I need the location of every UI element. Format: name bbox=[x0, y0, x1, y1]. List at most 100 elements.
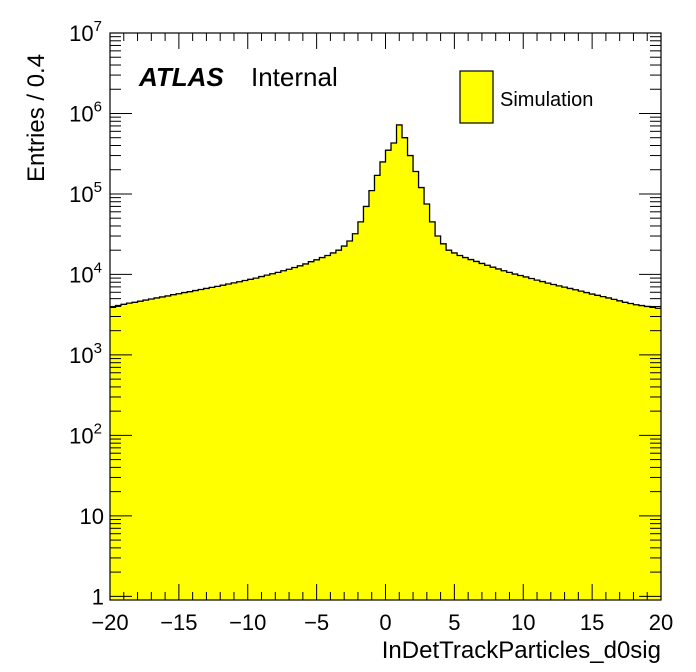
histogram-bin bbox=[413, 171, 419, 601]
histogram-bin bbox=[225, 284, 232, 600]
histogram-bin bbox=[539, 281, 546, 600]
histogram-bin bbox=[302, 263, 309, 600]
histogram-bin bbox=[528, 278, 535, 600]
internal-label: Internal bbox=[251, 62, 338, 92]
histogram-bin bbox=[435, 236, 441, 600]
histogram-bin bbox=[324, 255, 331, 601]
x-tick-label: −5 bbox=[304, 610, 329, 635]
histogram-bin bbox=[242, 280, 249, 600]
histogram-bin bbox=[501, 270, 508, 600]
histogram-bin bbox=[622, 302, 629, 600]
histogram-bin bbox=[137, 301, 144, 600]
histogram-bin bbox=[512, 274, 519, 600]
histogram-bin bbox=[203, 288, 210, 600]
histogram-bin bbox=[291, 267, 298, 600]
histogram-bin bbox=[231, 282, 238, 600]
histogram-bin bbox=[556, 285, 563, 600]
histogram-bin bbox=[633, 304, 640, 600]
histogram-bin bbox=[451, 252, 458, 600]
x-tick-label: −10 bbox=[229, 610, 266, 635]
histogram-bin bbox=[132, 302, 138, 600]
histogram-bin bbox=[154, 297, 160, 600]
histogram-bin bbox=[429, 221, 436, 600]
histogram-bin bbox=[363, 206, 370, 600]
y-tick-label: 107 bbox=[69, 18, 102, 46]
histogram-bin bbox=[385, 150, 392, 600]
histogram-bin bbox=[479, 263, 486, 600]
x-tick-label: 20 bbox=[649, 610, 673, 635]
y-tick-label: 102 bbox=[69, 420, 102, 448]
histogram-bin bbox=[275, 272, 282, 600]
histogram-bin bbox=[176, 293, 183, 600]
histogram-bin bbox=[402, 137, 408, 600]
x-tick-label: 5 bbox=[448, 610, 460, 635]
histogram-bin bbox=[286, 269, 293, 600]
histogram-bin bbox=[258, 276, 265, 600]
histogram-bin bbox=[346, 241, 353, 600]
histogram-bin bbox=[627, 303, 634, 600]
histogram-bin bbox=[490, 267, 497, 600]
histogram-bin bbox=[159, 296, 166, 600]
histogram-bin bbox=[368, 190, 375, 600]
histogram-bin bbox=[517, 275, 524, 600]
histogram-bin bbox=[308, 261, 315, 600]
x-tick-label: 15 bbox=[580, 610, 604, 635]
histogram-bin bbox=[143, 300, 149, 600]
histogram-bin bbox=[121, 304, 127, 600]
histogram-bin bbox=[407, 155, 414, 601]
histogram-bin bbox=[352, 233, 359, 601]
histogram-bin bbox=[269, 273, 276, 600]
histogram-bin bbox=[545, 283, 552, 600]
histogram-bin bbox=[418, 187, 425, 600]
histogram-bin bbox=[600, 296, 607, 600]
histogram-layer bbox=[110, 124, 662, 601]
axes-layer: −20 −15 −10 −5 0 5 10 15 20 1 10 102 103 104 105 106 107 bbox=[69, 18, 673, 635]
x-tick-label: −20 bbox=[91, 610, 128, 635]
histogram-bin bbox=[280, 270, 287, 600]
histogram-bin bbox=[126, 303, 133, 600]
histogram-bin bbox=[209, 287, 216, 600]
histogram-bin bbox=[396, 124, 403, 600]
legend: Simulation bbox=[459, 70, 593, 124]
histogram-bin bbox=[462, 257, 469, 600]
histogram-bin bbox=[424, 204, 430, 600]
y-tick-label: 104 bbox=[69, 259, 102, 287]
histogram-bin bbox=[335, 250, 342, 600]
y-axis-title: Entries / 0.4 bbox=[23, 54, 50, 182]
histogram-bin bbox=[319, 257, 326, 600]
histogram-bin bbox=[264, 275, 271, 600]
histogram-bin bbox=[550, 284, 557, 600]
histogram-bin bbox=[578, 291, 585, 600]
histogram-bin bbox=[236, 281, 243, 600]
histogram-bin bbox=[440, 243, 447, 600]
histogram-bin bbox=[341, 246, 348, 600]
histogram-bin bbox=[253, 278, 260, 600]
histogram-bin bbox=[247, 279, 254, 600]
histogram-bin bbox=[220, 285, 227, 600]
legend-swatch-simulation bbox=[459, 70, 494, 124]
histogram-bin bbox=[567, 288, 574, 600]
x-tick-label: 10 bbox=[511, 610, 535, 635]
histogram-bin bbox=[644, 306, 651, 600]
y-tick-label: 103 bbox=[69, 340, 102, 368]
histogram-bin bbox=[468, 259, 475, 600]
histogram-outline bbox=[110, 124, 661, 309]
histogram-bin bbox=[655, 308, 662, 600]
x-tick-label: −15 bbox=[160, 610, 197, 635]
histogram-bin bbox=[638, 305, 645, 600]
histogram-bin bbox=[165, 295, 172, 600]
histogram-bin bbox=[583, 292, 590, 600]
histogram-bin bbox=[379, 161, 386, 600]
x-tick-label: 0 bbox=[379, 610, 391, 635]
histogram-bin bbox=[506, 272, 513, 600]
histogram-bin bbox=[181, 292, 188, 600]
histogram-bin bbox=[605, 297, 612, 600]
histogram-bin bbox=[198, 289, 205, 600]
y-tick-label: 106 bbox=[69, 98, 102, 126]
histogram-bin bbox=[561, 287, 568, 600]
histogram-bin bbox=[446, 250, 453, 600]
histogram-bin bbox=[457, 255, 464, 601]
histogram-bin bbox=[495, 268, 502, 600]
